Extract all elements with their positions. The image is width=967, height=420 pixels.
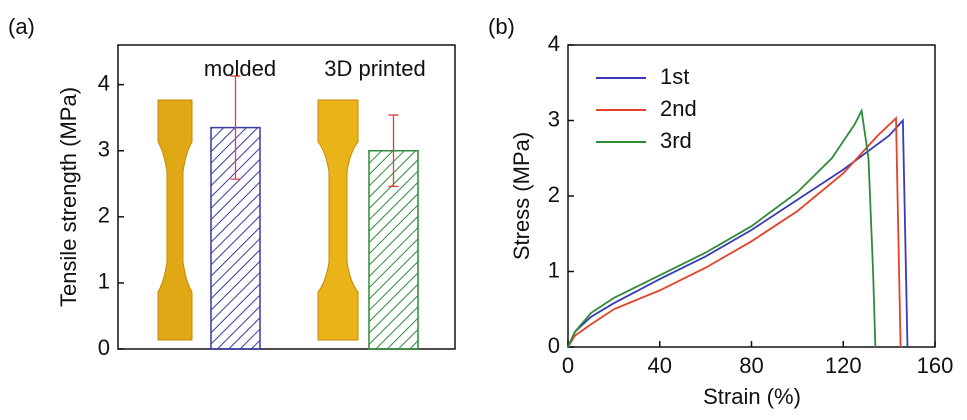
plot-frame: [568, 45, 935, 347]
x-tick-label: 120: [825, 353, 862, 378]
y-tick-label: 4: [548, 31, 560, 56]
figure: (a) (b) Tensile strength (MPa) Stress (M…: [0, 0, 967, 415]
y-tick-label: 0: [98, 335, 110, 360]
legend-label: 1st: [660, 64, 689, 89]
x-tick-label: 40: [648, 353, 672, 378]
x-tick-label: 160: [917, 353, 954, 378]
y-tick-label: 0: [548, 333, 560, 358]
y-tick-label: 4: [98, 70, 110, 95]
y-axis-title: Tensile strength (MPa): [56, 87, 81, 307]
y-tick-label: 3: [98, 137, 110, 162]
line: [568, 118, 901, 347]
x-tick-label: 80: [739, 353, 763, 378]
line: [568, 111, 875, 347]
y-tick-label: 2: [98, 203, 110, 228]
panel-label: (a): [8, 14, 35, 39]
y-tick-label: 3: [548, 106, 560, 131]
x-tick-label: 0: [562, 353, 574, 378]
category-label: molded: [204, 56, 276, 81]
panel-label: (b): [488, 14, 515, 39]
y-tick-label: 1: [548, 257, 560, 282]
category-label: 3D printed: [324, 56, 426, 81]
legend-label: 2nd: [660, 96, 697, 121]
legend-label: 3rd: [660, 128, 692, 153]
y-axis-title: Stress (MPa): [509, 132, 534, 260]
x-axis-title: Strain (%): [703, 384, 801, 409]
specimen-printed: [318, 100, 358, 340]
specimen-molded: [158, 100, 192, 340]
y-tick-label: 2: [548, 182, 560, 207]
y-tick-label: 1: [98, 269, 110, 294]
